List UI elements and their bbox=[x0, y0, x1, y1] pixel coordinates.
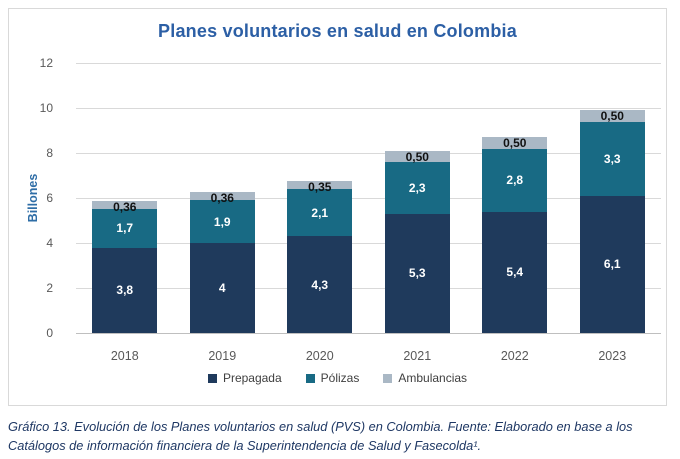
legend: Prepagada Pólizas Ambulancias bbox=[9, 371, 666, 385]
gridline-y12 bbox=[76, 63, 661, 64]
data-label: 0,36 bbox=[210, 191, 234, 206]
legend-swatch-icon bbox=[305, 373, 315, 383]
segment-prepagada-2022: 5,4 bbox=[482, 211, 548, 333]
data-label: 5,3 bbox=[408, 266, 426, 281]
data-label: 2,8 bbox=[506, 173, 524, 187]
data-label: 4,3 bbox=[311, 277, 329, 292]
segment-pólizas-2023: 3,3 bbox=[579, 121, 645, 196]
segment-pólizas-2020: 2,1 bbox=[287, 189, 353, 237]
segment-pólizas-2021: 2,3 bbox=[384, 162, 450, 214]
legend-label: Prepagada bbox=[222, 371, 282, 385]
y-tick-label: 6 bbox=[46, 191, 53, 205]
segment-prepagada-2018: 3,8 bbox=[92, 247, 158, 333]
segment-prepagada-2021: 5,3 bbox=[384, 213, 450, 333]
gridline-y4 bbox=[76, 243, 661, 244]
legend-item-ambulancias: Ambulancias bbox=[383, 371, 467, 385]
legend-swatch-icon bbox=[207, 373, 217, 383]
legend-swatch-icon bbox=[383, 373, 393, 383]
y-tick-label: 0 bbox=[46, 326, 53, 340]
segment-ambulancias-2021: 0,50 bbox=[384, 149, 450, 164]
x-tick-label-2019: 2019 bbox=[208, 349, 237, 363]
data-label: 0,50 bbox=[405, 149, 429, 164]
gridline-y0 bbox=[76, 333, 661, 334]
data-label: 1,9 bbox=[213, 214, 231, 229]
segment-ambulancias-2022: 0,50 bbox=[482, 136, 548, 151]
segment-ambulancias-2019: 0,36 bbox=[189, 191, 255, 205]
data-label: 0,36 bbox=[113, 200, 137, 215]
legend-label: Ambulancias bbox=[398, 371, 468, 385]
data-label: 3,3 bbox=[603, 151, 621, 166]
gridline-y10 bbox=[76, 108, 661, 109]
x-tick-label-2023: 2023 bbox=[598, 349, 627, 363]
data-label: 2,1 bbox=[311, 205, 329, 220]
y-tick-label: 12 bbox=[39, 56, 53, 70]
figure-caption: Gráfico 13. Evolución de los Planes volu… bbox=[8, 419, 633, 454]
bar-2019: 4 1,9 0,36 bbox=[189, 191, 255, 333]
y-tick-label: 2 bbox=[46, 281, 53, 295]
y-tick-label: 10 bbox=[39, 101, 53, 115]
data-label: 5,4 bbox=[506, 265, 524, 280]
segment-pólizas-2022: 2,8 bbox=[482, 148, 548, 212]
segment-prepagada-2020: 4,3 bbox=[287, 236, 353, 333]
legend-item-pólizas: Pólizas bbox=[305, 371, 360, 385]
plot-area: 3,8 1,7 0,36 2018 4 1,9 0,36 2019 4,3 2,1 0,35 2020… bbox=[76, 63, 661, 363]
data-label: 4 bbox=[218, 281, 226, 295]
data-label: 3,8 bbox=[116, 283, 134, 298]
x-tick-label-2018: 2018 bbox=[110, 349, 139, 363]
gridline-y6 bbox=[76, 198, 661, 199]
bar-2018: 3,8 1,7 0,36 bbox=[92, 200, 158, 333]
segment-ambulancias-2018: 0,36 bbox=[92, 200, 158, 214]
x-tick-label-2021: 2021 bbox=[403, 349, 432, 363]
gridline-y8 bbox=[76, 153, 661, 154]
legend-item-prepagada: Prepagada bbox=[207, 371, 282, 385]
bar-2020: 4,3 2,1 0,35 bbox=[287, 180, 353, 333]
bar-2022: 5,4 2,8 0,50 bbox=[482, 136, 548, 333]
segment-pólizas-2019: 1,9 bbox=[189, 200, 255, 243]
segment-ambulancias-2020: 0,35 bbox=[287, 180, 353, 194]
x-tick-label-2022: 2022 bbox=[500, 349, 529, 363]
bar-2023: 6,1 3,3 0,50 bbox=[579, 109, 645, 333]
y-tick-label: 8 bbox=[46, 146, 53, 160]
x-tick-label-2020: 2020 bbox=[305, 349, 334, 363]
data-label: 6,1 bbox=[603, 257, 621, 272]
legend-label: Pólizas bbox=[320, 371, 360, 385]
chart-title: Planes voluntarios en salud en Colombia bbox=[158, 21, 517, 41]
segment-ambulancias-2023: 0,50 bbox=[579, 109, 645, 124]
y-tick-label: 4 bbox=[46, 236, 53, 250]
data-label: 0,35 bbox=[308, 180, 332, 195]
data-label: 0,50 bbox=[503, 136, 527, 151]
segment-prepagada-2023: 6,1 bbox=[579, 195, 645, 333]
data-label: 1,7 bbox=[116, 221, 134, 236]
segment-prepagada-2019: 4 bbox=[189, 243, 255, 333]
data-label: 2,3 bbox=[408, 180, 426, 195]
data-label: 0,50 bbox=[600, 109, 624, 124]
gridline-y2 bbox=[76, 288, 661, 289]
segment-pólizas-2018: 1,7 bbox=[92, 209, 158, 248]
bar-2021: 5,3 2,3 0,50 bbox=[384, 149, 450, 333]
chart-frame: Planes voluntarios en salud en Colombia … bbox=[8, 8, 667, 406]
